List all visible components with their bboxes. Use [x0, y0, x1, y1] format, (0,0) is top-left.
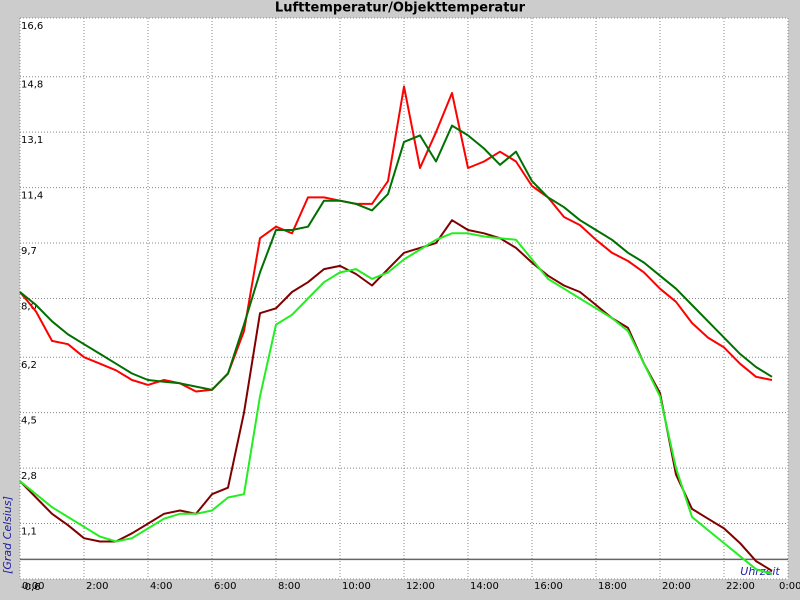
y-tick-label: -0,6	[21, 582, 41, 593]
y-axis-label: [Grad Celsius]	[1, 496, 14, 574]
y-tick-label: 11,4	[21, 191, 43, 202]
x-tick-label: 4:00	[150, 581, 172, 592]
chart-title: Lufttemperatur/Objekttemperatur	[275, 1, 526, 16]
y-tick-label: 13,1	[21, 135, 43, 146]
y-tick-label: 4,5	[21, 416, 37, 427]
y-tick-label: 6,2	[21, 360, 37, 371]
y-tick-label: 2,8	[21, 471, 37, 482]
x-tick-label: 10:00	[342, 581, 371, 592]
x-tick-label: 20:00	[662, 581, 691, 592]
x-tick-label: 2:00	[86, 581, 108, 592]
x-tick-label: 0:00	[779, 581, 800, 592]
x-tick-label: 22:00	[726, 581, 755, 592]
y-tick-label: 16,6	[21, 21, 43, 32]
y-tick-label: 1,1	[21, 527, 37, 538]
series-line	[19, 124, 773, 391]
x-tick-label: 18:00	[598, 581, 627, 592]
series-line	[19, 232, 773, 576]
y-tick-label: 8,0	[21, 302, 37, 313]
x-tick-label: 8:00	[278, 581, 300, 592]
x-tick-label: 6:00	[214, 581, 236, 592]
x-tick-label: 14:00	[470, 581, 499, 592]
x-tick-label: 0:00	[22, 581, 44, 592]
x-tick-label: 16:00	[534, 581, 563, 592]
y-tick-label: 14,8	[21, 80, 43, 91]
x-tick-label: 12:00	[406, 581, 435, 592]
y-tick-label: 9,7	[21, 246, 37, 257]
series-line	[19, 85, 773, 393]
